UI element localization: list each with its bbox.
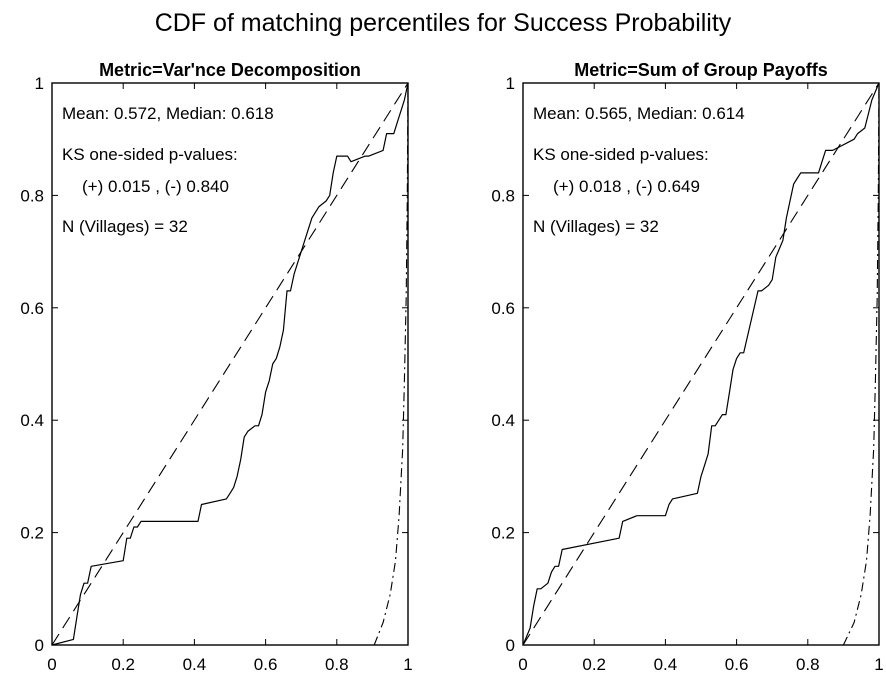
reference-line [51,82,409,646]
stats-annotation: Mean: 0.572, Median: 0.618 [62,104,274,123]
y-tick-label: 1 [506,74,515,93]
right-panel: Metric=Sum of Group Payoffs 0 0.2 0.4 0.6 0.8… [491,60,883,674]
stats-annotation: Mean: 0.565, Median: 0.614 [533,104,745,123]
x-tick-label: 1 [403,655,412,674]
y-tick-label: 0.2 [491,524,515,543]
x-tick-label: 0 [47,655,56,674]
plot-frame [51,82,409,646]
y-tick-label: 0 [506,636,515,655]
dashdot-line [373,82,409,646]
y-tick-label: 0.8 [20,186,44,205]
y-tick-label: 0.2 [20,524,44,543]
y-tick-label: 0.4 [491,411,515,430]
stats-annotation: (+) 0.018 , (-) 0.649 [553,177,700,196]
panel-title: Metric=Sum of Group Payoffs [574,60,828,80]
cdf-line [522,82,880,646]
stats-annotation: KS one-sided p-values: [62,145,238,164]
x-tick-label: 0.4 [183,655,207,674]
reference-line [522,82,880,646]
left-panel: Metric=Var'nce Decomposition 0 0.2 0.4 0.6 0.… [20,60,412,674]
y-tick-label: 0.6 [20,299,44,318]
cdf-line [51,82,409,646]
figure-title: CDF of matching percentiles for Success … [155,9,732,37]
y-tick-label: 0.4 [20,411,44,430]
x-tick-label: 0 [518,655,527,674]
x-tick-label: 0.4 [654,655,678,674]
stats-annotation: N (Villages) = 32 [533,217,659,236]
panel-title: Metric=Var'nce Decomposition [99,60,361,80]
x-tick-label: 0.6 [254,655,278,674]
y-tick-label: 0.8 [491,186,515,205]
stats-annotation: (+) 0.015 , (-) 0.840 [82,177,229,196]
dashdot-line [842,82,880,646]
x-tick-label: 0.8 [325,655,349,674]
x-tick-label: 0.6 [725,655,749,674]
x-tick-label: 0.2 [111,655,135,674]
y-tick-label: 0.6 [491,299,515,318]
x-tick-label: 1 [874,655,883,674]
y-tick-label: 1 [35,74,44,93]
x-tick-label: 0.8 [796,655,820,674]
y-tick-label: 0 [35,636,44,655]
plot-frame [522,82,880,646]
x-tick-label: 0.2 [582,655,606,674]
stats-annotation: N (Villages) = 32 [62,217,188,236]
stats-annotation: KS one-sided p-values: [533,145,709,164]
